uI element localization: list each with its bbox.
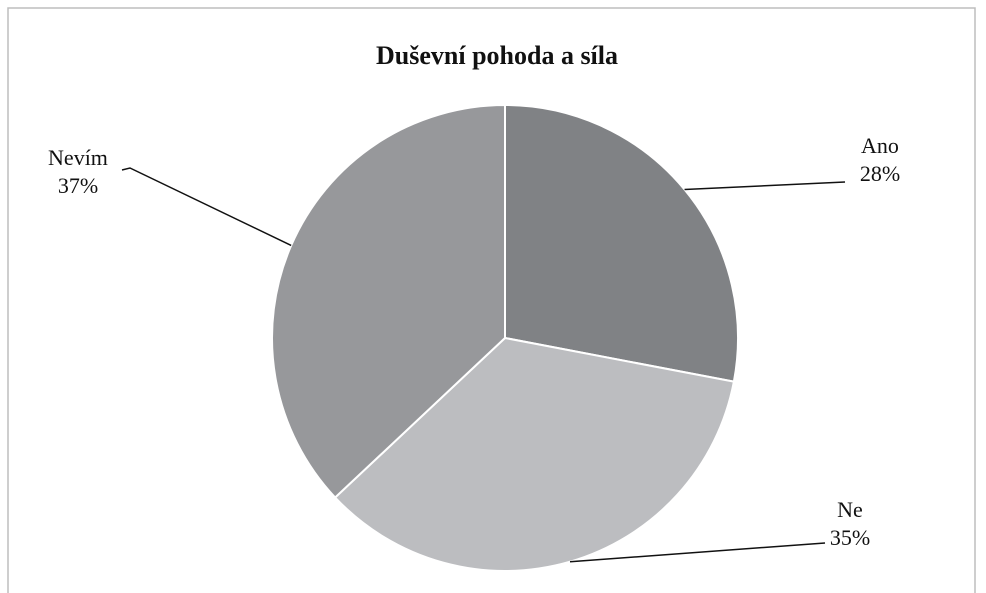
slice-value-label: 37% — [58, 173, 98, 198]
leader-line — [121, 167, 292, 247]
slice-category-label: Ne — [837, 497, 863, 522]
leader-line — [684, 181, 846, 191]
slice-value-label: 28% — [860, 161, 900, 186]
slice-value-label: 35% — [830, 525, 870, 550]
pie-slice — [333, 336, 736, 572]
chart-title: Duševní pohoda a síla — [376, 41, 618, 70]
pie-slice — [504, 103, 739, 383]
chart-frame — [7, 7, 976, 593]
slice-category-label: Nevím — [48, 145, 108, 170]
pie-slice — [271, 103, 506, 499]
leader-line — [569, 542, 826, 563]
slice-category-label: Ano — [861, 133, 899, 158]
